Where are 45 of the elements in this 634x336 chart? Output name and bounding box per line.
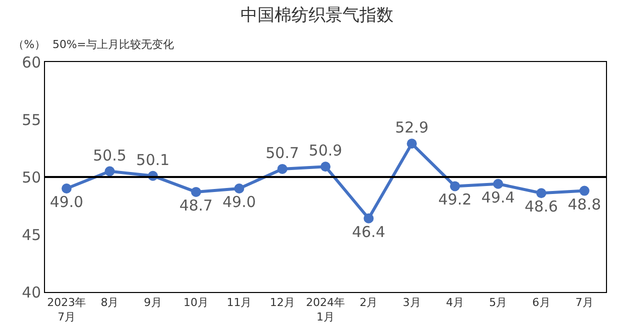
point [104, 166, 115, 176]
data-label: 48.7 [179, 196, 213, 214]
data-label: 50.9 [308, 142, 342, 160]
point [450, 181, 460, 192]
y-tick-label: 50 [22, 168, 41, 186]
data-label: 48.6 [524, 198, 558, 216]
data-label: 49.4 [481, 188, 515, 206]
x-tick-label: 9月 [144, 296, 162, 310]
data-label: 52.9 [395, 118, 429, 137]
data-label: 49.2 [438, 190, 472, 209]
point [277, 164, 288, 174]
x-tick-label: 7月 [575, 296, 594, 310]
data-label: 49.0 [50, 193, 84, 211]
x-tick-label: 4月 [446, 296, 464, 310]
x-tick-label: 2月 [360, 296, 378, 310]
data-label: 48.8 [568, 195, 602, 214]
text: （%） 50%=与上月比较无变化 [13, 38, 174, 51]
data-label: 50.5 [93, 146, 126, 164]
y-tick-label: 60 [22, 53, 41, 72]
point [234, 184, 244, 194]
y-tick-label: 40 [22, 283, 41, 302]
x-tick-label: 6月 [532, 296, 550, 310]
data-label: 49.0 [222, 193, 256, 211]
x-tick-label: 10月 [184, 296, 209, 310]
point [364, 213, 374, 224]
point [536, 188, 546, 198]
y-tick-label: 45 [22, 226, 41, 244]
data-label: 50.7 [266, 144, 300, 162]
point [406, 138, 417, 149]
y-tick-label: 55 [22, 110, 41, 129]
x-tick-label: 12月 [270, 296, 295, 310]
point [62, 184, 72, 194]
point [493, 178, 504, 189]
x-tick-label: 8月 [100, 296, 119, 310]
x-tick-label: 3月 [402, 296, 421, 310]
point [320, 162, 330, 172]
point [191, 186, 202, 197]
x-tick-label: 2023年 7月 [47, 296, 86, 324]
chart-title: 中国棉纺织景气指数 [240, 5, 394, 26]
point [579, 186, 590, 196]
data-label: 50.1 [136, 150, 170, 169]
x-tick-label: 2024年 1月 [306, 296, 345, 324]
x-tick-label: 11月 [226, 296, 252, 310]
x-tick-label: 5月 [489, 296, 508, 310]
data-label: 46.4 [352, 222, 386, 241]
